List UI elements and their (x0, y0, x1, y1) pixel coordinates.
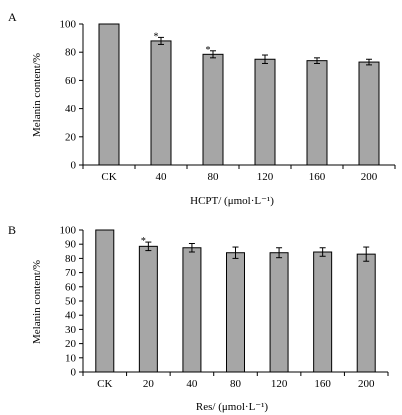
panel-a-errorbars (158, 36, 372, 66)
significance-mark: * (154, 31, 159, 42)
x-tick-label: 120 (257, 171, 274, 183)
y-tick-label: 0 (71, 367, 77, 379)
y-tick-label: 90 (65, 239, 77, 251)
significance-mark: * (141, 236, 146, 247)
bar-40 (150, 40, 172, 166)
panel-b: B * 0 10 20 30 40 50 60 70 80 90 100 CK 20 40 80 120 16… (8, 223, 389, 413)
error-bar-20 (145, 241, 152, 252)
panel-a-xticks: CK 40 80 120 160 200 (82, 165, 396, 183)
bar-200 (358, 61, 380, 166)
error-bar-200 (366, 58, 372, 66)
x-tick-label: 120 (271, 378, 288, 390)
y-tick-label: 40 (65, 310, 77, 322)
y-tick-label: 60 (65, 281, 77, 293)
y-tick-label: 0 (71, 160, 77, 172)
bar-CK (98, 23, 120, 166)
x-tick-label: CK (97, 378, 112, 390)
y-tick-label: 30 (65, 324, 77, 336)
error-bar-40 (158, 36, 164, 45)
y-tick-label: 100 (60, 225, 77, 237)
panel-b-xticks: CK 20 40 80 120 160 200 (82, 372, 389, 390)
y-tick-label: 20 (65, 338, 77, 350)
bar-80 (202, 53, 224, 166)
panel-a-letter: A (8, 10, 17, 24)
bar-120 (269, 252, 289, 373)
error-bar-160 (314, 57, 320, 64)
y-tick-label: 60 (65, 75, 77, 87)
x-tick-label: 20 (143, 378, 155, 390)
x-tick-label: 160 (314, 378, 331, 390)
error-bar-120 (262, 54, 268, 64)
error-bar-80 (210, 50, 216, 59)
y-tick-label: 50 (65, 296, 77, 308)
panel-a-y-axis-label: Melanin content/% (31, 53, 43, 137)
panel-a-x-axis-label: HCPT/ (μmol·L⁻¹) (190, 195, 274, 207)
error-bar-200 (363, 246, 370, 262)
x-tick-label: CK (101, 171, 116, 183)
panel-a-yticks: 0 20 40 60 80 100 (60, 19, 83, 172)
error-bar-40 (188, 242, 195, 253)
bar-20 (138, 245, 158, 373)
y-tick-label: 40 (65, 103, 77, 115)
panel-a-sig: ** (154, 31, 211, 55)
panel-b-bars (95, 229, 376, 373)
bar-200 (356, 253, 376, 373)
x-tick-label: 200 (361, 171, 378, 183)
x-tick-label: 40 (186, 378, 198, 390)
x-tick-label: 80 (208, 171, 220, 183)
y-tick-label: 80 (65, 47, 77, 59)
panel-b-sig: * (141, 236, 146, 247)
panel-b-y-axis-label: Melanin content/% (31, 260, 43, 344)
panel-a-bars (98, 23, 380, 166)
bar-120 (254, 58, 276, 166)
error-bar-160 (319, 247, 326, 257)
bar-80 (226, 252, 245, 373)
panel-b-errorbars (145, 241, 370, 262)
y-tick-label: 80 (65, 253, 77, 265)
bar-160 (313, 251, 333, 373)
bar-CK (95, 229, 115, 373)
bar-40 (182, 247, 202, 373)
panel-b-letter: B (8, 223, 16, 237)
error-bar-120 (276, 247, 283, 259)
x-tick-label: 40 (156, 171, 168, 183)
bar-160 (306, 60, 328, 166)
x-tick-label: 200 (358, 378, 375, 390)
panel-b-x-axis-label: Res/ (μmol·L⁻¹) (196, 401, 268, 413)
panel-a-axes (82, 24, 395, 166)
y-tick-label: 20 (65, 131, 77, 143)
y-tick-label: 70 (65, 267, 77, 279)
significance-mark: * (206, 45, 211, 56)
x-tick-label: 80 (230, 378, 242, 390)
panel-b-yticks: 0 10 20 30 40 50 60 70 80 90 100 (60, 225, 83, 379)
x-tick-label: 160 (309, 171, 326, 183)
error-bar-80 (232, 246, 239, 259)
y-tick-label: 10 (65, 352, 77, 364)
y-tick-label: 100 (60, 19, 77, 31)
